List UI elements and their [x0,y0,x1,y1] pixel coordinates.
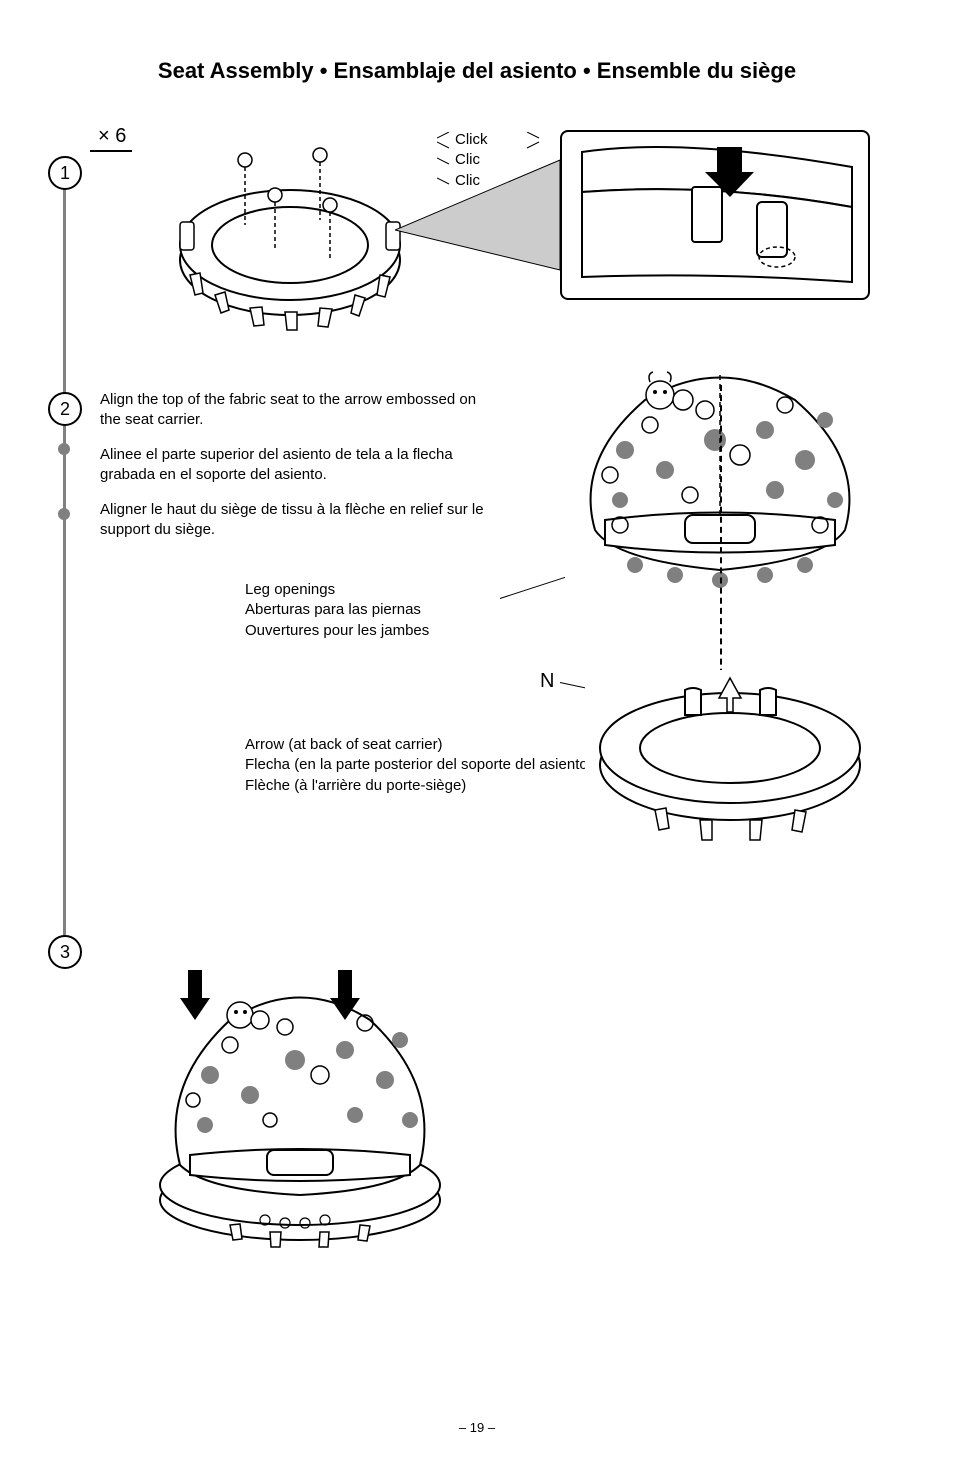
arrow-es: Flecha (en la parte posterior del soport… [245,755,593,775]
page-title: Seat Assembly • Ensamblaje del asiento •… [0,58,954,84]
leg-en: Leg openings [245,580,429,600]
timeline-dot [58,443,70,455]
page-number: – 19 – [0,1420,954,1435]
timeline-line [63,165,66,953]
arrow-back-labels: Arrow (at back of seat carrier) Flecha (… [245,735,593,796]
step2-fr: Aligner le haut du siège de tissu à la f… [100,500,495,539]
step-2-instructions: Align the top of the fabric seat to the … [100,390,495,555]
leg-opening-labels: Leg openings Aberturas para las piernas … [245,580,429,641]
leg-fr: Ouvertures pour les jambes [245,621,429,641]
step-3-circle: 3 [48,935,82,969]
arrow-en: Arrow (at back of seat carrier) [245,735,593,755]
illustration-step1-ring [160,130,420,350]
arrow-fr: Flèche (à l'arrière du porte-siège) [245,776,593,796]
illustration-step1-detail [560,130,870,300]
down-arrow-icon [330,970,360,1020]
step-2-circle: 2 [48,392,82,426]
leg-es: Aberturas para las piernas [245,600,429,620]
timeline-dot [58,508,70,520]
down-arrow-icon [180,970,210,1020]
step-1-multiplier: × 6 [98,125,126,148]
label-n: N [540,670,554,693]
step-1-circle: 1 [48,156,82,190]
step-1-multiplier-underline [90,150,132,152]
alignment-dashed-line [720,385,722,695]
step2-en: Align the top of the fabric seat to the … [100,390,495,429]
illustration-seat-carrier [585,670,875,845]
click-labels: Click Clic Clic [455,130,488,191]
step2-es: Alinee el parte superior del asiento de … [100,445,495,484]
